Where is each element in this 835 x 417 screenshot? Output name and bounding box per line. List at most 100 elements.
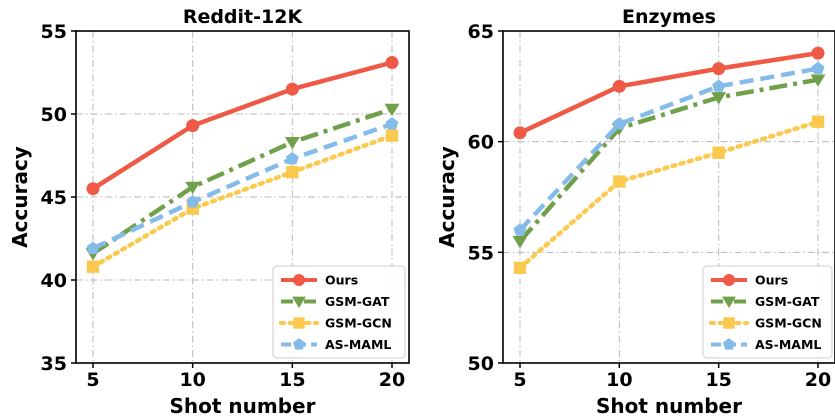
y-axis-label: Accuracy (8, 146, 32, 248)
series-line (518, 66, 819, 232)
legend-item: GSM-GAT (281, 294, 390, 309)
data-point (712, 146, 725, 159)
legend-label: GSM-GAT (755, 294, 820, 309)
data-point (86, 241, 100, 254)
data-point (385, 117, 399, 130)
legend-label: Ours (755, 273, 788, 288)
legend-label: AS-MAML (325, 337, 391, 352)
data-point (186, 195, 200, 208)
data-point (513, 126, 527, 140)
legend-item: GSM-GCN (279, 316, 392, 331)
plot-frame (502, 30, 835, 364)
data-point (185, 181, 201, 195)
chart-title: Enzymes (622, 6, 716, 28)
y-axis-ticks: 50 55 60 65 (468, 21, 503, 375)
data-point (811, 115, 825, 128)
data-point (810, 74, 826, 87)
x-axis-ticks: 5 10 15 20 (86, 363, 405, 391)
chart-title: Reddit-12K (183, 6, 304, 28)
legend-marker (292, 296, 306, 309)
data-point (612, 79, 626, 93)
x-axis-label: Shot number (596, 394, 742, 417)
y-tick-label: 40 (41, 270, 67, 292)
legend-label: GSM-GCN (325, 316, 392, 331)
data-point (286, 165, 299, 179)
series-line (517, 119, 821, 271)
y-tick-label: 45 (41, 187, 67, 209)
y-tick-label: 65 (468, 21, 494, 43)
data-point (186, 119, 200, 133)
legend-marker (293, 338, 305, 350)
x-tick-label: 20 (379, 369, 405, 391)
legend-item: GSM-GAT (711, 294, 820, 309)
legend-marker (723, 317, 735, 329)
data-point (513, 223, 527, 236)
legend-item: Ours (281, 273, 358, 288)
legend-box (702, 265, 833, 359)
legend: Ours GSM-GAT GSM-GCN AS-MAML (272, 265, 406, 359)
data-point (384, 103, 400, 117)
series-line (519, 50, 819, 135)
legend-item: GSM-GCN (709, 316, 822, 331)
legend-marker (293, 317, 305, 329)
y-tick-label: 60 (468, 132, 494, 154)
data-point (711, 92, 727, 105)
x-axis-label: Shot number (170, 394, 316, 417)
data-point (613, 175, 626, 188)
y-tick-label: 50 (468, 353, 494, 375)
series-as-maml (513, 61, 825, 236)
data-point (86, 260, 100, 273)
y-tick-label: 50 (41, 104, 67, 126)
y-axis-ticks: 35 40 45 50 55 (41, 21, 76, 375)
x-tick-label: 15 (705, 369, 731, 391)
series-gsm-gat (85, 103, 400, 261)
series-as-maml (86, 117, 399, 254)
legend-box (272, 265, 406, 359)
series-line (91, 60, 393, 191)
legend: Ours GSM-GAT GSM-GCN AS-MAML (702, 265, 833, 359)
series-line (91, 106, 393, 256)
x-tick-label: 20 (805, 369, 831, 391)
data-point (385, 129, 399, 142)
legend-item: AS-MAML (711, 337, 821, 352)
legend-marker (722, 296, 736, 309)
data-point (712, 79, 726, 92)
data-point (811, 61, 825, 75)
data-point (285, 82, 299, 96)
data-point (86, 182, 100, 196)
legend-label: Ours (325, 273, 358, 288)
legend-item: AS-MAML (281, 337, 391, 352)
series-line (518, 77, 819, 243)
series-gsm-gat (512, 74, 826, 249)
data-point (285, 151, 299, 165)
series-ours (513, 46, 825, 140)
legend-label: GSM-GCN (755, 316, 822, 331)
x-axis-ticks: 5 10 15 20 (513, 363, 831, 391)
legend-label: AS-MAML (755, 337, 821, 352)
series-gsm-gcn (513, 115, 825, 275)
x-tick-label: 10 (179, 369, 205, 391)
legend-label: GSM-GAT (325, 294, 390, 309)
legend-marker (293, 274, 305, 286)
series-line (92, 121, 393, 251)
legend-marker (723, 338, 735, 350)
x-tick-label: 5 (513, 369, 526, 391)
legend-item: Ours (711, 273, 788, 288)
x-tick-label: 5 (86, 369, 99, 391)
data-point (811, 46, 825, 60)
y-tick-label: 55 (41, 21, 67, 43)
series-ours (86, 56, 399, 196)
x-tick-label: 10 (606, 369, 632, 391)
chart-panel-1: 5 10 15 20 35 40 45 50 55 Reddit-12K Shot number Ac… (8, 6, 410, 417)
y-tick-label: 35 (41, 353, 67, 375)
data-point (512, 236, 528, 249)
data-point (612, 117, 626, 130)
y-tick-label: 55 (468, 242, 494, 264)
series-gsm-gcn (86, 129, 399, 273)
legend-marker (723, 274, 735, 286)
chart-panel-2: 5 10 15 20 50 55 60 65 Enzymes Shot number Accurac… (435, 6, 835, 417)
x-tick-label: 15 (279, 369, 305, 391)
data-point (284, 136, 300, 150)
data-point (385, 56, 399, 70)
